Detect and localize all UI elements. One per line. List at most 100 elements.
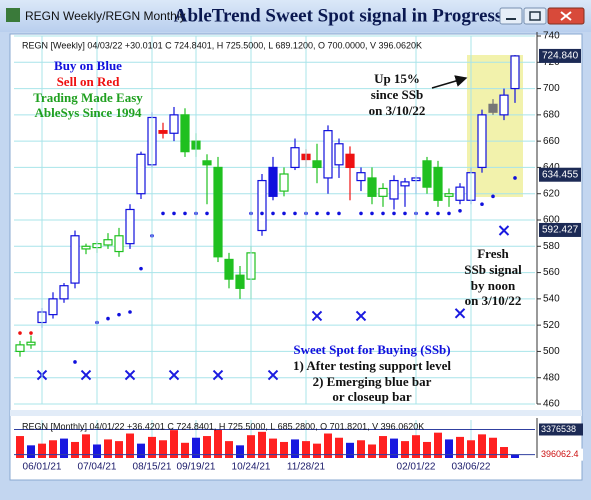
- candle-body: [15, 344, 25, 353]
- volume-bar: [423, 441, 431, 458]
- candle-body: [235, 274, 245, 289]
- stop-dot: [172, 211, 176, 216]
- sweet-spot-mark: [267, 369, 279, 381]
- candle-body: [70, 235, 80, 284]
- candle-body: [488, 103, 498, 113]
- note-line: SSb signal: [464, 262, 522, 277]
- note-line: Trading Made Easy: [33, 90, 143, 105]
- volume-bar: [324, 433, 332, 458]
- candle-body: [180, 114, 190, 153]
- stop-dot: [205, 211, 209, 216]
- x-tick-label: 09/19/21: [177, 462, 216, 473]
- maximize-button[interactable]: [523, 7, 547, 25]
- sweet-spot-mark: [454, 308, 466, 319]
- y-tick-label: 700: [543, 83, 560, 94]
- candle-body: [48, 298, 58, 316]
- stop-dot: [326, 211, 330, 216]
- volume-bar: [181, 442, 189, 458]
- volume-bar: [27, 445, 35, 458]
- stop-dot: [425, 211, 429, 216]
- y-tick-label: 660: [543, 136, 560, 147]
- window-title: REGN Weekly/REGN Monthly: [25, 9, 185, 23]
- sweet-spot-mark: [168, 369, 180, 381]
- candle-body: [312, 160, 322, 169]
- candle-body: [400, 181, 410, 187]
- panel-divider: [10, 410, 582, 416]
- candle-body: [499, 94, 509, 116]
- candle-body: [334, 143, 344, 166]
- volume-bar: [401, 441, 409, 458]
- price-label-box: [539, 222, 581, 237]
- candle-body: [81, 245, 91, 250]
- chart-title: AbleTrend Sweet Spot signal in Progress: [174, 5, 502, 26]
- sweet-spot-mark: [355, 310, 367, 322]
- stop-dot: [73, 360, 77, 364]
- stop-dot: [403, 211, 407, 216]
- volume-bar: [170, 430, 178, 458]
- candle-body: [169, 114, 179, 134]
- y-tick-label: 560: [543, 267, 560, 278]
- volume-bar: [269, 438, 277, 458]
- sweet-spot-mark: [80, 369, 92, 381]
- candle-body: [59, 285, 69, 300]
- volume-bar: [148, 436, 156, 458]
- volume-bar: [38, 443, 46, 458]
- y-tick-label: 500: [543, 346, 560, 357]
- note-line: Fresh: [477, 246, 509, 261]
- candle-body: [356, 172, 366, 182]
- stop-dot: [293, 211, 297, 216]
- volume-bar: [511, 454, 519, 458]
- y-tick-label: 600: [543, 215, 560, 226]
- y-tick-label: 620: [543, 188, 560, 199]
- volume-bar: [456, 436, 464, 458]
- candle-body: [158, 130, 168, 134]
- candle-body: [26, 341, 36, 346]
- stop-dot: [458, 209, 462, 213]
- stop-dot: [29, 331, 33, 335]
- volume-bar: [302, 441, 310, 458]
- volume-bar: [203, 436, 211, 458]
- sweet-spot-mark: [311, 310, 323, 322]
- candle-body: [444, 193, 454, 197]
- price-header: REGN [Weekly] 04/03/22 +30.0101 C 724.84…: [22, 40, 422, 50]
- volume-bar: [71, 441, 79, 458]
- stop-dot: [359, 211, 363, 216]
- note-line: by noon: [471, 278, 516, 293]
- minimize-button[interactable]: [499, 7, 523, 25]
- y-tick-label: 480: [543, 372, 560, 383]
- note-line: on 3/10/22: [369, 103, 426, 118]
- note-line: since SSb: [371, 87, 423, 102]
- y-tick-label: 460: [543, 399, 560, 410]
- x-tick-label: 06/01/21: [23, 462, 62, 473]
- volume-bar: [467, 440, 475, 458]
- stop-dot: [491, 194, 495, 199]
- sweet-spot-mark: [498, 225, 510, 236]
- sweet-spot-mark: [212, 369, 224, 381]
- tick-label-box: [539, 448, 583, 461]
- volume-bar: [478, 434, 486, 458]
- note-line: Up 15%: [374, 71, 420, 86]
- volume-bar: [335, 437, 343, 458]
- volume-bar: [390, 438, 398, 458]
- stop-dot: [447, 211, 451, 216]
- volume-bar: [225, 441, 233, 458]
- volume-bar: [137, 443, 145, 458]
- volume-bar: [489, 437, 497, 458]
- y-tick-label: 740: [543, 31, 560, 42]
- candle-body: [114, 235, 124, 253]
- x-tick-label: 07/04/21: [78, 462, 117, 473]
- stop-dot: [337, 211, 341, 216]
- volume-bar: [368, 444, 376, 458]
- x-tick-label: 11/28/21: [287, 462, 326, 473]
- candle-body: [510, 55, 520, 90]
- y-tick-label: 540: [543, 293, 560, 304]
- candle-body: [455, 186, 465, 201]
- candle-body: [477, 114, 487, 169]
- stop-dot: [128, 310, 132, 314]
- volume-bar: [115, 441, 123, 458]
- candle-body: [389, 179, 399, 200]
- volume-bar: [236, 445, 244, 458]
- y-tick-label: 3376538: [541, 424, 576, 434]
- note-line: on 3/10/22: [465, 293, 522, 308]
- price-label-box: [539, 48, 581, 63]
